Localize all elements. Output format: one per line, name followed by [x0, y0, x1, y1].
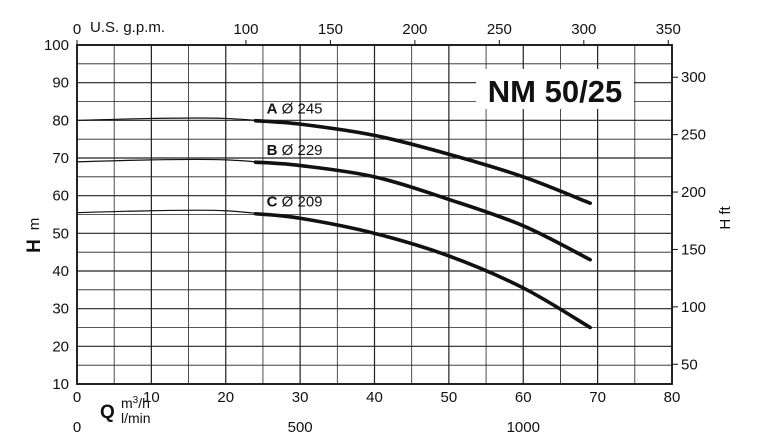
- unit-m3h-sup: 3: [133, 395, 139, 406]
- x-tick-label: 80: [664, 389, 681, 406]
- lmin-tick-label: 0: [73, 419, 81, 436]
- usgpm-tick-label: 150: [318, 21, 343, 38]
- curve-letter: A: [267, 101, 278, 118]
- curve-diameter: Ø 209: [278, 194, 323, 211]
- plot-frame: [76, 44, 673, 385]
- y-tick-label: 60: [52, 188, 69, 205]
- usgpm-tick-label: 350: [656, 21, 681, 38]
- x-tick-label: 40: [366, 389, 383, 406]
- usgpm-tick-label: 250: [487, 21, 512, 38]
- y-tick-label: 80: [52, 112, 69, 129]
- x-tick-label: 0: [73, 389, 81, 406]
- curve-label-b: B Ø 229: [267, 142, 323, 159]
- curve-letter: B: [267, 142, 278, 159]
- y-tick-label: 30: [52, 301, 69, 318]
- x-tick-label: 30: [292, 389, 309, 406]
- x-tick-label: 20: [217, 389, 234, 406]
- y-tick-label: 10: [52, 376, 69, 393]
- title-background: [476, 69, 634, 109]
- x-axis-symbol: Q: [100, 402, 115, 423]
- x-axis-unit-m3h: m3/h: [121, 395, 150, 411]
- y-tick-label: 90: [52, 75, 69, 92]
- usgpm-tick-label: 300: [571, 21, 596, 38]
- curve-label-c: C Ø 209: [267, 194, 323, 211]
- ft-tick-label: 100: [681, 299, 706, 316]
- lmin-tick-label: 1000: [507, 419, 540, 436]
- ft-tick-label: 150: [681, 241, 706, 258]
- ft-axis-label: H ft: [717, 206, 734, 230]
- curve-diameter: Ø 229: [278, 142, 323, 159]
- curve-b: [253, 160, 592, 262]
- ft-tick-label: 50: [681, 356, 698, 373]
- lmin-tick-label: 500: [288, 419, 313, 436]
- unit-m3h-base: m: [121, 395, 133, 411]
- y-tick-label: 70: [52, 150, 69, 167]
- ft-tick-label: 200: [681, 184, 706, 201]
- y-tick-label: 40: [52, 263, 69, 280]
- usgpm-axis-label: U.S. g.p.m.: [90, 19, 165, 36]
- x-axis-unit-lmin: l/min: [121, 410, 151, 426]
- y-axis-symbol: H: [24, 239, 45, 253]
- chart-title: NM 50/25: [488, 74, 622, 109]
- x-tick-label: 60: [515, 389, 532, 406]
- x-tick-label: 70: [589, 389, 606, 406]
- usgpm-tick-label: 200: [402, 21, 427, 38]
- unit-m3h-end: /h: [138, 395, 150, 411]
- usgpm-tick-label: 0: [73, 21, 81, 38]
- curve-c: [253, 211, 592, 330]
- y-tick-label: 50: [52, 225, 69, 242]
- x-tick-label: 50: [441, 389, 458, 406]
- usgpm-tick-label: 100: [233, 21, 258, 38]
- y-tick-label: 100: [44, 37, 69, 54]
- ft-tick-label: 300: [681, 69, 706, 86]
- ft-tick-label: 250: [681, 127, 706, 144]
- curve-a: [253, 118, 592, 205]
- y-tick-label: 20: [52, 338, 69, 355]
- curve-label-a: A Ø 245: [267, 101, 323, 118]
- curves: A Ø 245 B Ø 229 C Ø 209: [76, 101, 592, 330]
- y-axis-unit: m: [26, 218, 43, 231]
- curve-diameter: Ø 245: [278, 101, 323, 118]
- x-tick-label: 10: [143, 389, 160, 406]
- curve-letter: C: [267, 194, 278, 211]
